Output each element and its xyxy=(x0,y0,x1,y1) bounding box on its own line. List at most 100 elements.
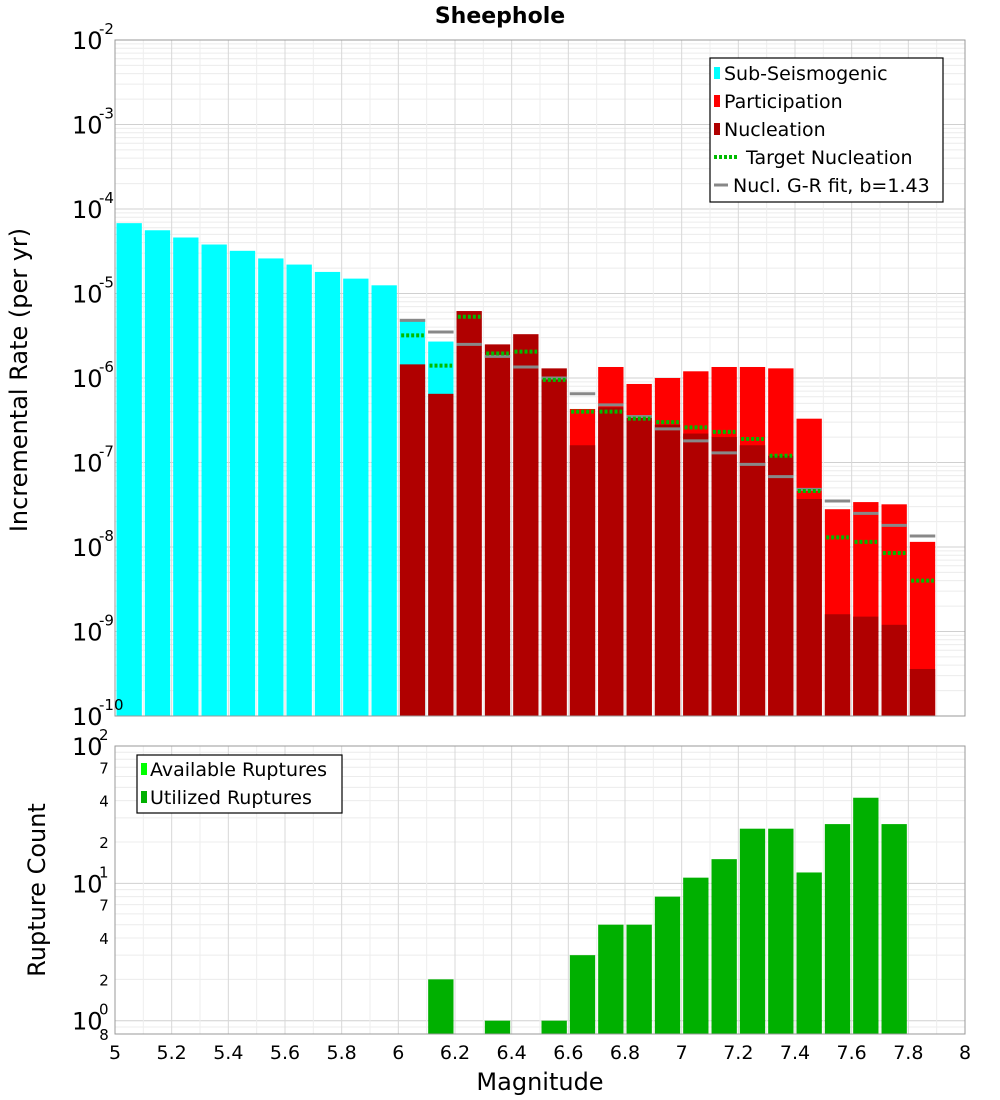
utilized-ruptures-bar xyxy=(881,824,907,1034)
legend-bottom: Available Ruptures Utilized Ruptures xyxy=(136,754,343,814)
plot-frame-top xyxy=(114,39,966,717)
legend-label: Sub-Seismogenic xyxy=(724,63,888,85)
y-axis-label-bottom: Rupture Count xyxy=(23,803,51,977)
y-tick-exponent-top: -3 xyxy=(99,105,114,123)
utilized-ruptures-bar xyxy=(654,896,681,1034)
y-tick-label-top: 10 xyxy=(72,112,103,140)
utilized-ruptures-bar xyxy=(711,859,737,1034)
sub-seismogenic-bar xyxy=(173,237,199,717)
y-tick-label-top: 10 xyxy=(72,196,103,224)
legend-label: Nucl. G-R fit, b=1.43 xyxy=(733,175,930,197)
x-axis-label: Magnitude xyxy=(476,1068,603,1096)
y-tick-exponent-top: -6 xyxy=(99,358,114,376)
legend-label: Utilized Ruptures xyxy=(150,787,312,809)
nucleation-bar xyxy=(824,614,851,716)
x-tick-label: 6.4 xyxy=(497,1042,527,1064)
nucleation-bar xyxy=(909,668,936,716)
x-tick-label: 5.8 xyxy=(327,1042,357,1064)
y-tick-label-top: 10 xyxy=(72,27,103,55)
nucleation-bar xyxy=(654,424,681,716)
y-tick-exponent-top: -5 xyxy=(99,274,114,292)
legend-swatch xyxy=(141,763,147,775)
nucleation-bar xyxy=(683,433,709,716)
y-tick-exponent-bottom: 2 xyxy=(99,726,109,744)
sub-seismogenic-bar xyxy=(314,271,341,716)
x-tick-label: 6 xyxy=(392,1042,404,1064)
y-tick-label-bottom: 10 xyxy=(72,870,103,898)
nucleation-bar xyxy=(569,445,596,716)
legend-label: Nucleation xyxy=(724,119,826,141)
chart-title: Sheephole xyxy=(435,4,565,29)
utilized-ruptures-bar xyxy=(739,828,766,1034)
nucleation-bar xyxy=(739,445,766,716)
legend-label: Available Ruptures xyxy=(150,759,327,781)
utilized-ruptures-bar xyxy=(541,1020,567,1034)
legend-label: Participation xyxy=(724,91,843,113)
nucleation-bar xyxy=(399,364,426,716)
nucleation-bar xyxy=(598,407,624,716)
utilized-ruptures-bar xyxy=(598,924,624,1034)
sub-seismogenic-bar xyxy=(201,244,227,716)
utilized-ruptures-bar xyxy=(428,979,454,1034)
x-tick-label: 5.2 xyxy=(157,1042,187,1064)
nucleation-bar xyxy=(853,616,879,716)
sub-seismogenic-bar xyxy=(343,278,369,716)
y-tick-exponent-top: -4 xyxy=(99,189,114,207)
sub-seismogenic-bar xyxy=(371,285,397,716)
nucleation-bar xyxy=(484,344,511,716)
legend-swatch xyxy=(714,95,720,107)
y-tick-minor-bottom: 8 xyxy=(99,1026,109,1044)
sub-seismogenic-bar xyxy=(229,250,256,716)
legend-label: Target Nucleation xyxy=(745,147,913,169)
x-tick-label: 8 xyxy=(959,1042,971,1064)
y-tick-exponent-top: -2 xyxy=(99,20,114,38)
utilized-ruptures-bar xyxy=(796,872,822,1034)
y-tick-minor-bottom: 4 xyxy=(99,793,109,811)
utilized-ruptures-bar xyxy=(569,955,596,1034)
utilized-ruptures-bar xyxy=(824,824,851,1034)
nucleation-bar xyxy=(796,498,822,716)
y-tick-exponent-top: -9 xyxy=(99,612,114,630)
x-tick-label: 5.4 xyxy=(213,1042,243,1064)
x-tick-label: 6.6 xyxy=(553,1042,583,1064)
nucleation-bar xyxy=(513,334,539,716)
nucleation-bar xyxy=(711,437,737,716)
sub-seismogenic-bar xyxy=(116,223,142,716)
x-tick-label: 6.8 xyxy=(610,1042,640,1064)
y-tick-exponent-top: -10 xyxy=(99,696,124,714)
x-tick-label: 7.4 xyxy=(780,1042,810,1064)
sub-seismogenic-bar xyxy=(144,230,171,716)
x-tick-label: 5.6 xyxy=(270,1042,300,1064)
utilized-ruptures-bar xyxy=(626,924,652,1034)
y-tick-exponent-bottom: 1 xyxy=(99,863,109,881)
y-tick-minor-bottom: 7 xyxy=(99,897,109,915)
nucleation-bar xyxy=(881,624,907,716)
y-tick-label-top: 10 xyxy=(72,534,103,562)
top-panel: 10-1010-910-810-710-610-510-410-310-2Sub… xyxy=(72,20,966,731)
legend-swatch xyxy=(714,123,720,135)
legend-swatch xyxy=(714,67,720,79)
nucleation-bar xyxy=(541,368,567,716)
nucleation-bar xyxy=(626,416,652,716)
sub-seismogenic-bar xyxy=(258,258,284,716)
y-tick-exponent-top: -7 xyxy=(99,443,114,461)
legend-box-bottom xyxy=(136,754,343,814)
y-tick-label-top: 10 xyxy=(72,703,103,731)
plot-frame-bottom xyxy=(114,745,966,1035)
y-tick-label-top: 10 xyxy=(72,365,103,393)
y-tick-label-bottom: 10 xyxy=(72,1008,103,1036)
x-tick-label: 7.6 xyxy=(837,1042,867,1064)
utilized-ruptures-bar xyxy=(683,877,709,1034)
sub-seismogenic-bar xyxy=(286,264,312,716)
x-tick-label: 7 xyxy=(676,1042,688,1064)
x-tick-label: 5 xyxy=(109,1042,121,1064)
y-tick-label-bottom: 10 xyxy=(72,733,103,761)
x-tick-label: 7.8 xyxy=(893,1042,923,1064)
x-tick-label: 6.2 xyxy=(440,1042,470,1064)
y-tick-exponent-top: -8 xyxy=(99,527,114,545)
y-tick-exponent-bottom: 0 xyxy=(99,1001,109,1019)
legend-box-top xyxy=(709,57,944,203)
y-tick-label-top: 10 xyxy=(72,619,103,647)
nucleation-bar xyxy=(428,393,454,716)
